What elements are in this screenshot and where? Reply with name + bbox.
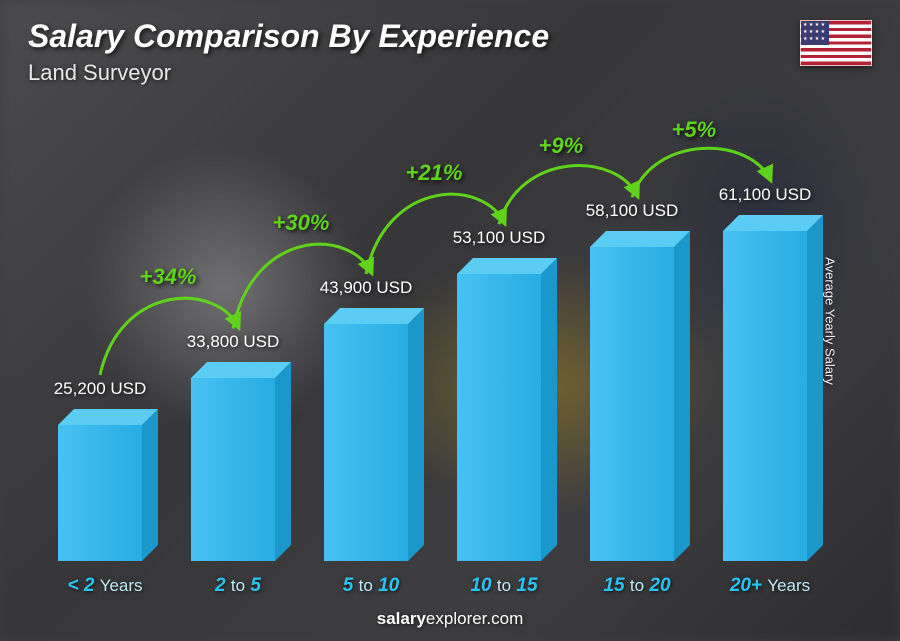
footer-brand: salaryexplorer.com [0, 609, 900, 629]
growth-arc [499, 165, 638, 224]
growth-arc [366, 194, 505, 274]
arcs-layer [40, 0, 840, 561]
growth-arc [233, 244, 372, 328]
bar-x-label: 15 to 20 [572, 575, 702, 597]
bar-x-label: < 2 Years [40, 575, 170, 597]
bar-x-label: 5 to 10 [306, 575, 436, 597]
infographic-content: Salary Comparison By Experience Land Sur… [0, 0, 900, 641]
bar-x-label: 2 to 5 [173, 575, 303, 597]
growth-arc [632, 148, 771, 197]
bar-x-label: 10 to 15 [439, 575, 569, 597]
growth-arc [100, 298, 239, 375]
bar-chart: 25,200 USD< 2 Years33,800 USD2 to 543,90… [40, 110, 840, 561]
bar-x-label: 20+ Years [705, 575, 835, 597]
footer-brand-rest: explorer.com [426, 609, 523, 628]
footer-brand-bold: salary [377, 609, 426, 628]
